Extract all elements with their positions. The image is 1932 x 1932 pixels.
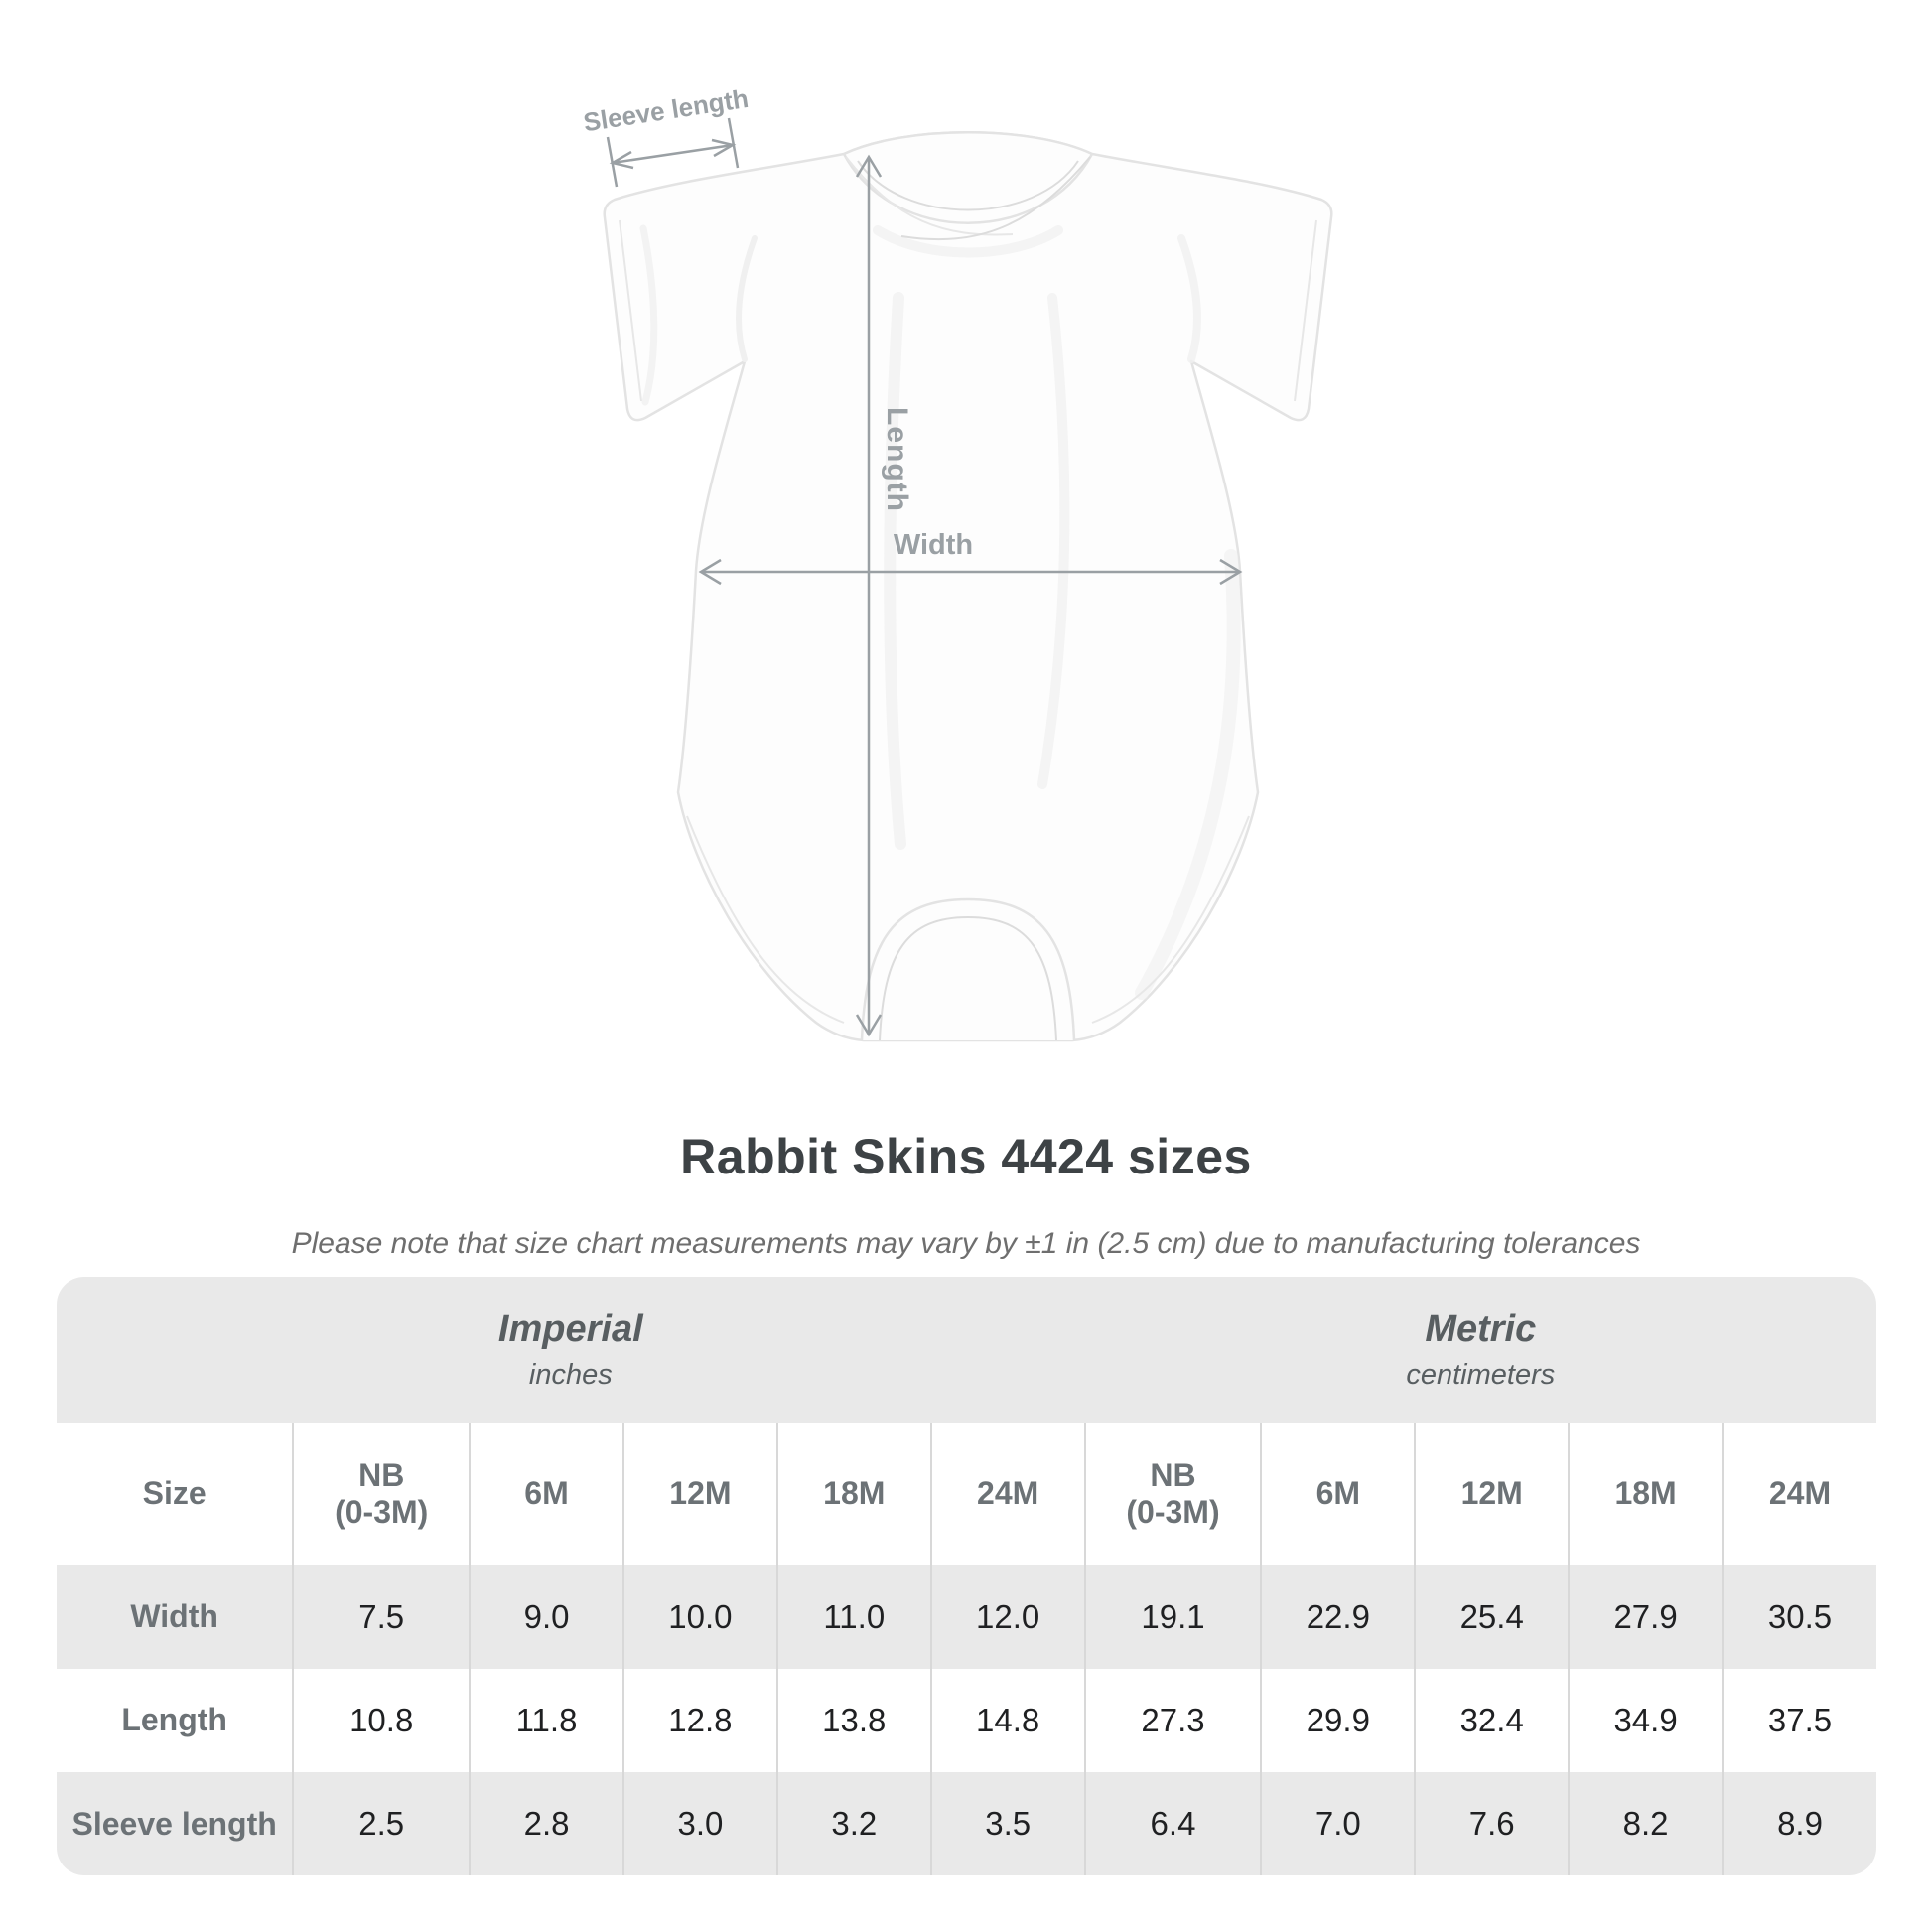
page-title: Rabbit Skins 4424 sizes bbox=[680, 1129, 1252, 1184]
crotch-flap bbox=[860, 897, 1076, 1041]
length-label: Length bbox=[881, 407, 913, 512]
imperial-title: Imperial bbox=[497, 1308, 643, 1350]
column-header: 18M bbox=[1568, 1423, 1724, 1566]
table-row-length: Length 10.8 11.8 12.8 13.8 14.8 27.3 29.… bbox=[57, 1668, 1876, 1772]
onesie-body bbox=[603, 131, 1333, 1042]
table-cell: 3.2 bbox=[775, 1771, 931, 1875]
sleeve-length-arrow bbox=[606, 117, 740, 188]
length-arrow bbox=[855, 154, 883, 1037]
table-cell: 11.8 bbox=[469, 1668, 623, 1772]
page-subtitle: Please note that size chart measurements… bbox=[291, 1227, 1641, 1260]
table-cell: 37.5 bbox=[1722, 1668, 1876, 1772]
nb-sublabel: (0-3M) bbox=[335, 1493, 429, 1530]
table-cell: 22.9 bbox=[1260, 1565, 1416, 1669]
table-cell: 10.8 bbox=[292, 1668, 471, 1772]
unit-band-row: Imperial inches Metric centimeters bbox=[57, 1277, 1876, 1423]
metric-title: Metric bbox=[1425, 1308, 1537, 1350]
table-cell: 25.4 bbox=[1414, 1565, 1570, 1669]
table-row-width: Width 7.5 9.0 10.0 11.0 12.0 19.1 22.9 2… bbox=[57, 1565, 1876, 1669]
column-header-nb-imperial: NB (0-3M) bbox=[292, 1423, 471, 1566]
size-header: Size bbox=[142, 1475, 207, 1512]
table-cell: 3.5 bbox=[929, 1771, 1085, 1875]
nb-label: NB bbox=[358, 1457, 405, 1494]
table-cell: 7.5 bbox=[292, 1565, 471, 1669]
table-cell: 3.0 bbox=[621, 1771, 777, 1875]
table-cell: 10.0 bbox=[621, 1565, 777, 1669]
table-cell: 30.5 bbox=[1722, 1565, 1876, 1669]
table-cell: 2.5 bbox=[292, 1771, 471, 1875]
column-header: 24M bbox=[1722, 1423, 1876, 1566]
table-cell: 29.9 bbox=[1260, 1668, 1416, 1772]
row-label: Sleeve length bbox=[71, 1805, 277, 1842]
table-cell: 34.9 bbox=[1568, 1668, 1724, 1772]
table-cell: 8.2 bbox=[1568, 1771, 1724, 1875]
table-cell: 8.9 bbox=[1722, 1771, 1876, 1875]
column-header-nb-metric: NB (0-3M) bbox=[1083, 1423, 1262, 1566]
metric-unit: centimeters bbox=[1406, 1358, 1556, 1391]
table-cell: 9.0 bbox=[469, 1565, 623, 1669]
table-cell: 27.3 bbox=[1083, 1668, 1262, 1772]
sleeve-length-label: Sleeve length bbox=[582, 83, 751, 137]
size-table: Imperial inches Metric centimeters Size … bbox=[57, 1277, 1876, 1875]
imperial-unit: inches bbox=[528, 1358, 613, 1391]
table-cell: 6.4 bbox=[1083, 1771, 1262, 1875]
metric-group-header: Metric centimeters bbox=[1085, 1277, 1876, 1423]
table-cell: 32.4 bbox=[1414, 1668, 1570, 1772]
column-header: 24M bbox=[929, 1423, 1085, 1566]
column-header-row: Size NB (0-3M) 6M 12M 18M 24M NB (0-3M) … bbox=[57, 1423, 1876, 1566]
table-cell: 11.0 bbox=[775, 1565, 931, 1669]
table-row-sleeve-length: Sleeve length 2.5 2.8 3.0 3.2 3.5 6.4 7.… bbox=[57, 1771, 1876, 1875]
nb-label: NB bbox=[1150, 1457, 1196, 1494]
width-label: Width bbox=[894, 529, 973, 561]
table-cell: 2.8 bbox=[469, 1771, 623, 1875]
onesie-diagram: Sleeve length Length Width bbox=[582, 83, 1333, 1042]
table-cell: 12.8 bbox=[621, 1668, 777, 1772]
nb-sublabel: (0-3M) bbox=[1126, 1493, 1220, 1530]
table-cell: 7.0 bbox=[1260, 1771, 1416, 1875]
imperial-group-header: Imperial inches bbox=[57, 1277, 1085, 1423]
table-cell: 14.8 bbox=[929, 1668, 1085, 1772]
table-cell: 7.6 bbox=[1414, 1771, 1570, 1875]
column-header: 6M bbox=[469, 1423, 623, 1566]
column-header: 12M bbox=[621, 1423, 777, 1566]
column-header: 18M bbox=[775, 1423, 931, 1566]
row-label: Length bbox=[121, 1702, 227, 1738]
row-label: Width bbox=[130, 1598, 218, 1635]
table-cell: 19.1 bbox=[1083, 1565, 1262, 1669]
table-cell: 27.9 bbox=[1568, 1565, 1724, 1669]
table-cell: 13.8 bbox=[775, 1668, 931, 1772]
table-cell: 12.0 bbox=[929, 1565, 1085, 1669]
column-header: 12M bbox=[1414, 1423, 1570, 1566]
width-arrow bbox=[698, 558, 1243, 586]
column-header: 6M bbox=[1260, 1423, 1416, 1566]
onesie-illustration bbox=[603, 131, 1333, 1042]
